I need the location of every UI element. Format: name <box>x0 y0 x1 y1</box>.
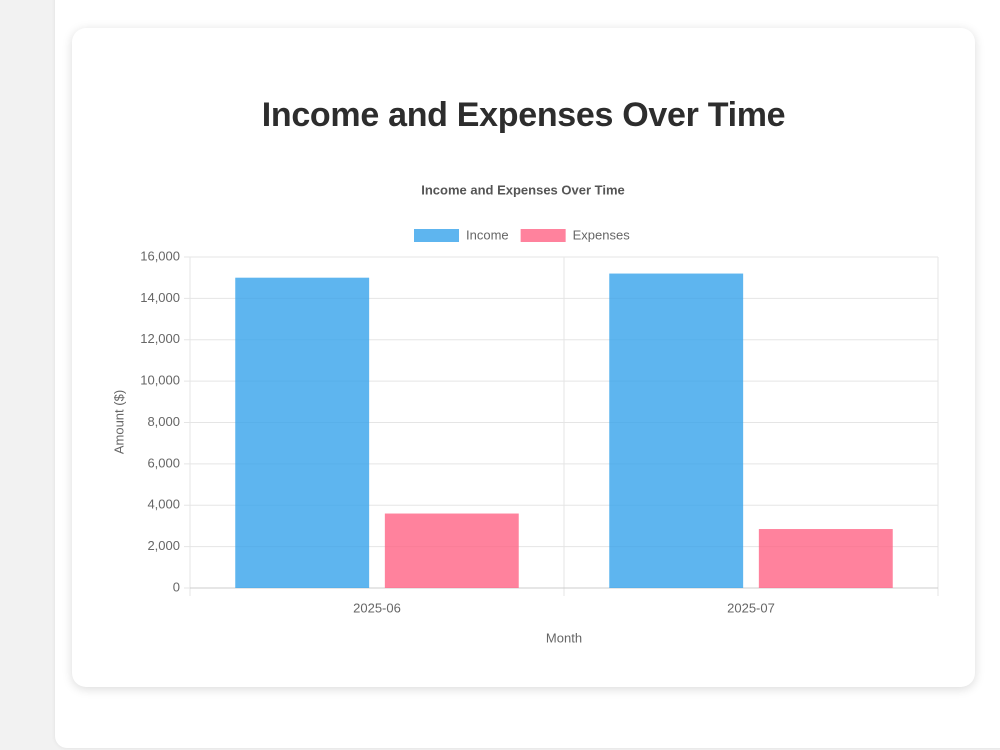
y-tick-label: 12,000 <box>140 331 180 346</box>
bar <box>758 529 893 588</box>
legend-swatch <box>414 229 459 242</box>
legend-label: Income <box>466 227 509 242</box>
page-title: Income and Expenses Over Time <box>261 96 786 134</box>
y-tick-label: 4,000 <box>147 497 180 512</box>
y-tick-label: 8,000 <box>147 414 180 429</box>
legend-swatch <box>520 229 566 242</box>
y-tick-label: 16,000 <box>140 248 180 263</box>
y-tick-label: 10,000 <box>140 373 180 388</box>
y-axis-title: Amount ($) <box>111 390 126 454</box>
x-axis-title: Month <box>546 630 582 645</box>
chart-title: Income and Expenses Over Time <box>421 182 625 197</box>
bar <box>235 277 370 588</box>
bar <box>384 513 519 588</box>
y-tick-label: 0 <box>173 579 180 594</box>
y-tick-label: 14,000 <box>140 290 180 305</box>
x-tick-label: 2025-07 <box>727 600 775 615</box>
bar <box>609 273 744 588</box>
y-tick-label: 2,000 <box>147 538 180 553</box>
x-tick-label: 2025-06 <box>353 600 401 615</box>
legend-label: Expenses <box>573 227 631 242</box>
y-tick-label: 6,000 <box>147 455 180 470</box>
